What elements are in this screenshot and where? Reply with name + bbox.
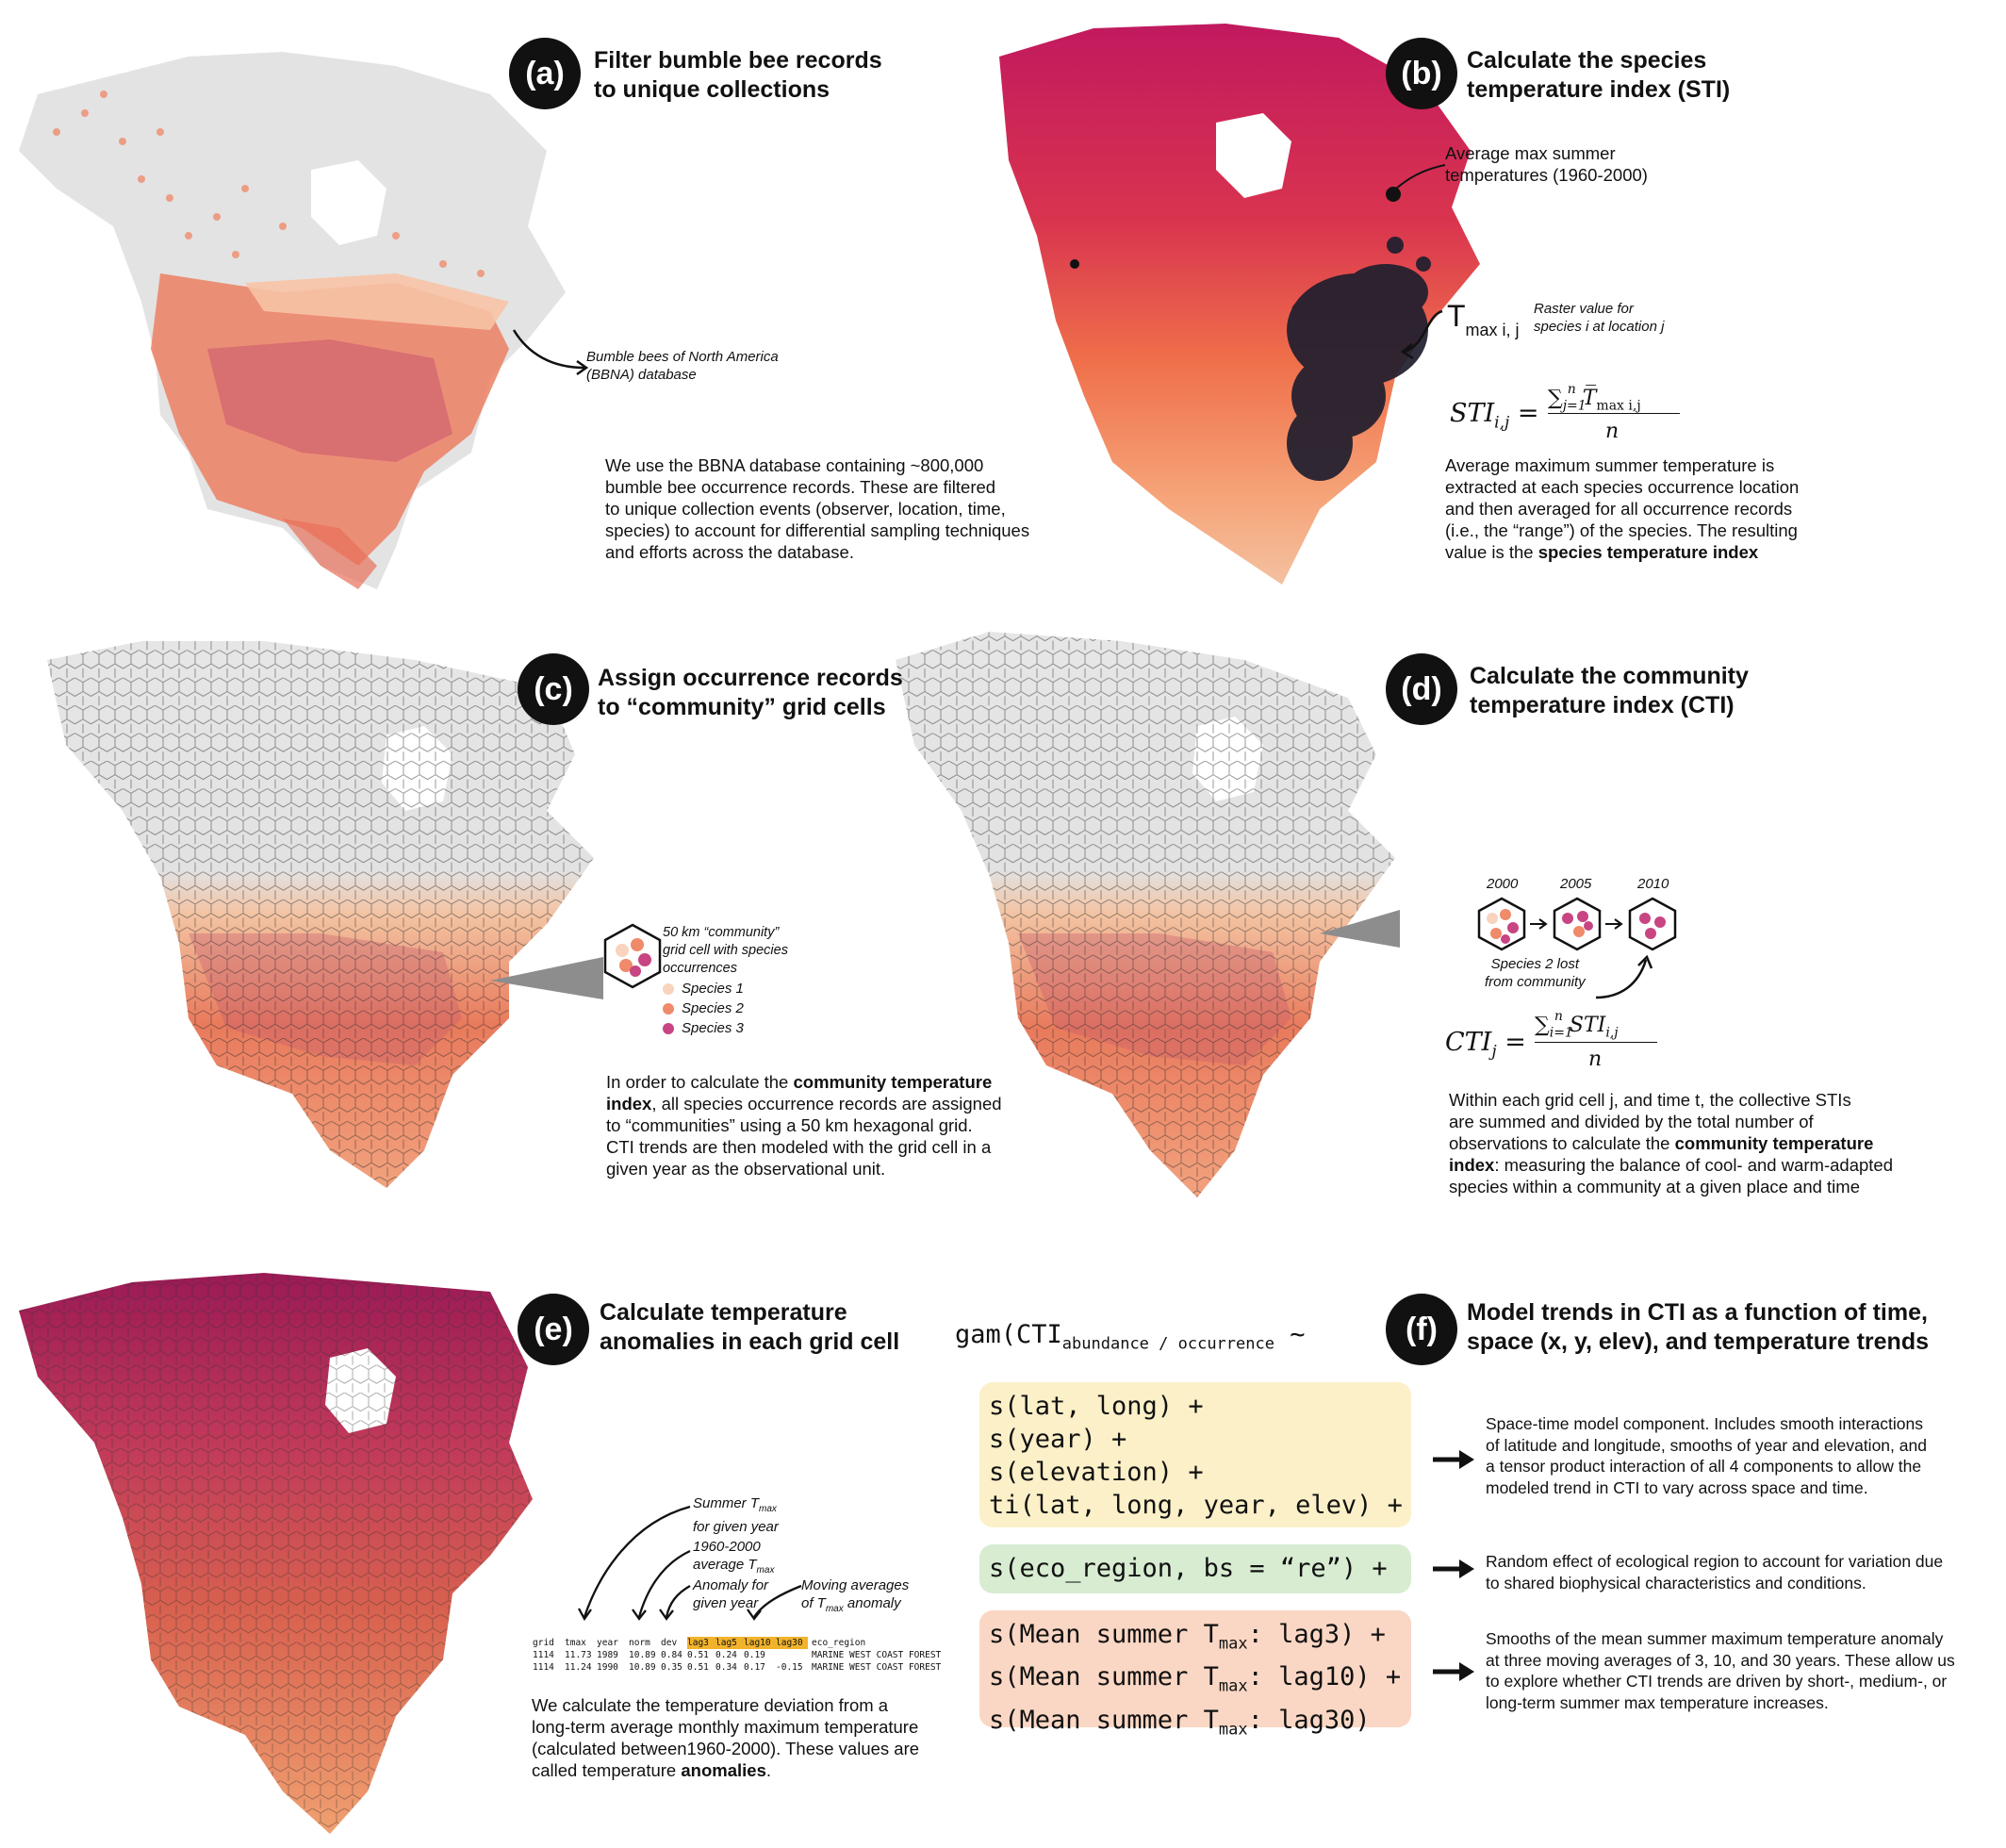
species-lost-arrow: [1595, 954, 1653, 999]
panel-e-body: We calculate the temperature deviation f…: [532, 1695, 920, 1780]
desc-temperature-lags: Smooths of the mean summer maximum tempe…: [1486, 1629, 1955, 1712]
species-2-swatch: [663, 1002, 674, 1015]
table-row: 1114 11.73 1989 10.89 0.84 0.51 0.24 0.1…: [533, 1650, 942, 1660]
panel-d-map: [896, 632, 1400, 1197]
species-3-swatch: [663, 1022, 674, 1034]
space-time-terms-box: s(lat, long) + s(year) + s(elevation) + …: [979, 1382, 1411, 1527]
species-3-label: Species 3: [682, 1020, 744, 1036]
panel-d-badge: (d): [1386, 653, 1457, 725]
table-row: 1114 11.24 1990 10.89 0.35 0.51 0.34 0.1…: [533, 1662, 942, 1673]
year-2010: 2010: [1637, 876, 1669, 892]
species-1-swatch: [663, 982, 674, 995]
panel-b-annotation-leader: [1395, 164, 1446, 190]
mexico-occurrence: [283, 519, 377, 589]
arrow-desc2: [1433, 1559, 1474, 1578]
panel-c-body: In order to calculate the community temp…: [606, 1072, 1002, 1179]
occurrence-dark: [207, 339, 452, 462]
panel-a-annotation: Bumble bees of North America (BBNA) data…: [586, 349, 779, 383]
anomaly-table: grid tmax year norm dev lag3 lag5 lag10 …: [533, 1637, 941, 1674]
north-america-raster: [999, 24, 1480, 585]
panel-b-map: [999, 24, 1480, 585]
callout-anomaly: Anomaly for given year: [693, 1577, 769, 1611]
arrow-desc3: [1433, 1662, 1474, 1681]
panel-b-badge: (b): [1386, 38, 1457, 109]
gam-formula-head: gam(CTIabundance / occurrence ~: [955, 1320, 1306, 1354]
callout-norm: 1960-2000 average Tmax: [693, 1539, 775, 1576]
panel-a-title: Filter bumble bee records to unique coll…: [594, 47, 882, 103]
panel-c-map: [47, 641, 603, 1188]
year-2000: 2000: [1487, 876, 1519, 892]
temperature-lag-terms-box: s(Mean summer Tmax: lag3) + s(Mean summe…: [979, 1610, 1411, 1739]
panel-a-badge: (a): [509, 38, 581, 109]
hudson-bay: [311, 160, 386, 245]
community-cell-note: 50 km “community” grid cell with species…: [663, 925, 788, 976]
panel-b-annotation: Average max summer temperatures (1960-20…: [1445, 143, 1648, 185]
desc-eco-region: Random effect of ecological region to ac…: [1486, 1552, 1944, 1592]
panel-c-badge: (c): [518, 653, 589, 725]
raster-arrow: [1400, 309, 1443, 360]
hudson-bay: [1216, 113, 1291, 198]
panel-f-badge: (f): [1386, 1294, 1457, 1365]
panel-e-badge: (e): [518, 1294, 589, 1365]
eco-region-term-box: s(eco_region, bs = “re”) +: [979, 1544, 1411, 1593]
community-cell-hexagon: [603, 923, 662, 989]
panel-d-title: Calculate the community temperature inde…: [1470, 663, 1749, 718]
species-legend: Species 1 Species 2 Species 3: [663, 979, 744, 1038]
callout-moving-averages: Moving averages of Tmax anomaly: [801, 1577, 910, 1614]
arrow-desc1: [1433, 1450, 1474, 1469]
year-2005: 2005: [1560, 876, 1592, 892]
location-marker: [1386, 187, 1401, 202]
community-time-series: [1477, 897, 1677, 951]
callout-wedge: [490, 957, 603, 999]
panel-a-annotation-arrow: [512, 329, 589, 376]
panel-d-body: Within each grid cell j, and time t, the…: [1449, 1090, 1893, 1196]
desc-space-time: Space-time model component. Includes smo…: [1486, 1414, 1927, 1497]
cti-formula: CTIj = ∑i=1n STIi,j n: [1445, 1007, 1671, 1082]
species-2-label: Species 2: [682, 1000, 744, 1016]
species-1-label: Species 1: [682, 981, 744, 997]
location-marker-west: [1070, 259, 1079, 269]
panel-e-map: [19, 1273, 533, 1834]
callout-summer-tmax: Summer Tmax for given year: [693, 1495, 779, 1535]
callout-wedge: [1320, 910, 1400, 948]
callout-arrows: [577, 1505, 802, 1622]
sti-occurrence-points: [1287, 237, 1431, 481]
species-lost-note: Species 2 lost from community: [1485, 956, 1586, 990]
table-header-row: grid tmax year norm dev lag3 lag5 lag10 …: [533, 1637, 866, 1649]
panel-a-body: We use the BBNA database containing ~800…: [605, 455, 1030, 562]
sti-formula: STIi,j = ∑j=1n T̅max i,j n: [1450, 382, 1685, 448]
panel-b-title: Calculate the species temperature index …: [1467, 47, 1731, 103]
tmax-label: Tmax i, j: [1447, 299, 1520, 339]
panel-a-map: [19, 52, 566, 589]
panel-f-title: Model trends in CTI as a function of tim…: [1467, 1299, 1930, 1355]
raster-note: Raster value for species i at location j: [1534, 301, 1665, 335]
occurrence-pale: [245, 273, 509, 330]
panel-c-title: Assign occurrence records to “community”…: [598, 665, 903, 720]
panel-b-body: Average maximum summer temperature is ex…: [1445, 455, 1800, 562]
panel-e-title: Calculate temperature anomalies in each …: [600, 1299, 900, 1355]
